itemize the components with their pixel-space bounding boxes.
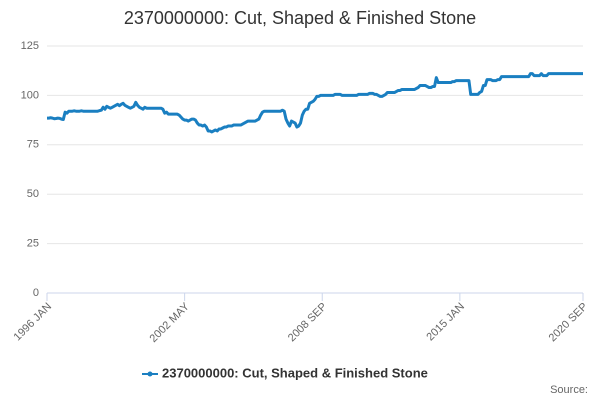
x-tick-label: 2020 SEP <box>547 301 591 345</box>
x-tick-label: 1996 JAN <box>12 301 55 344</box>
y-tick-label: 50 <box>27 188 39 200</box>
x-tick-label: 2002 MAY <box>148 300 193 345</box>
y-tick-label: 25 <box>27 238 39 250</box>
y-tick-label: 0 <box>33 287 39 299</box>
chart-title: 2370000000: Cut, Shaped & Finished Stone <box>124 8 476 28</box>
series-line <box>47 72 583 134</box>
legend-marker <box>147 371 153 377</box>
x-tick-label: 2008 SEP <box>286 301 330 345</box>
y-tick-label: 125 <box>21 40 39 52</box>
legend-label: 2370000000: Cut, Shaped & Finished Stone <box>162 365 428 380</box>
x-tick-label: 2015 JAN <box>424 301 467 344</box>
source: Source: <box>550 384 588 396</box>
y-tick-label: 100 <box>21 89 39 101</box>
y-tick-label: 75 <box>27 139 39 151</box>
